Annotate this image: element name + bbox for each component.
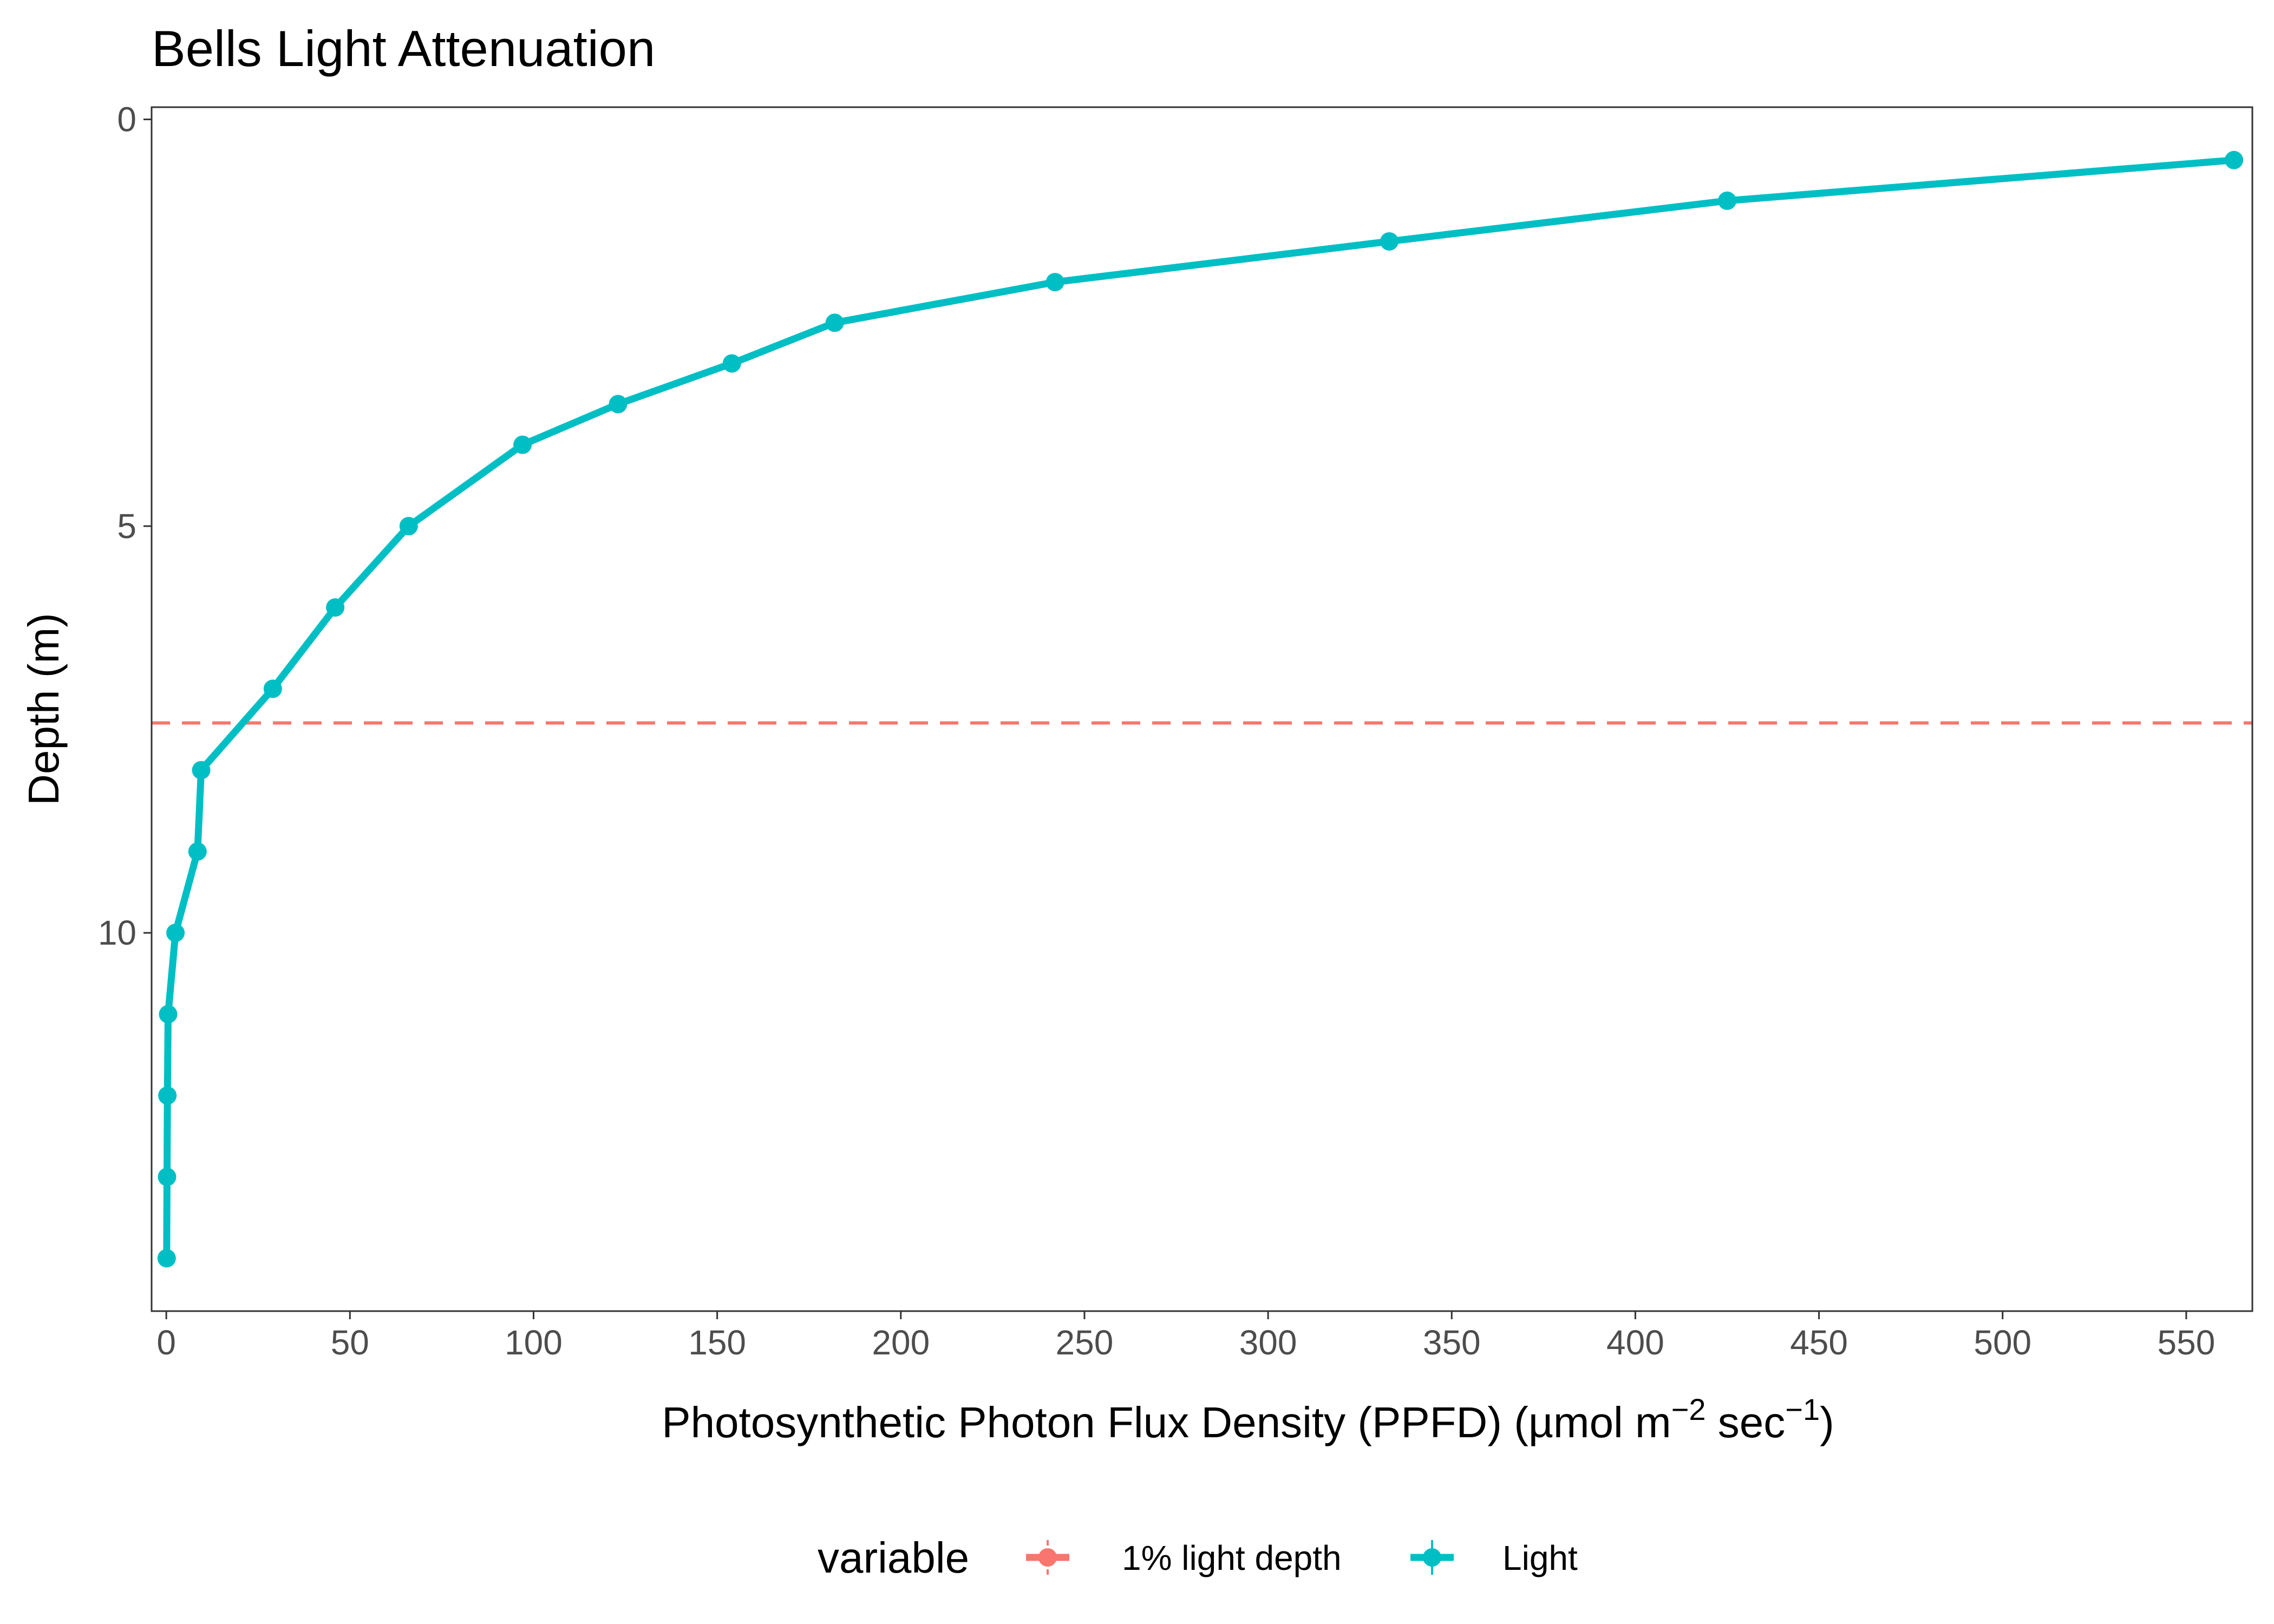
legend-label-light: Light	[1502, 1538, 1578, 1577]
series-light-point-8	[399, 516, 418, 535]
x-tick-label-200: 200	[872, 1323, 930, 1362]
series-light-point-4	[825, 313, 844, 332]
x-axis-title-end: )	[1820, 1398, 1834, 1446]
x-tick-label-350: 350	[1423, 1323, 1481, 1362]
legend: variable 1% light depth Light	[818, 1534, 1578, 1582]
x-tick-label-400: 400	[1606, 1323, 1664, 1362]
x-tick-label-250: 250	[1056, 1323, 1114, 1362]
series-light-point-1	[1718, 191, 1736, 210]
x-axis-title-superscript-2: −1	[1785, 1392, 1820, 1426]
y-tick-label-5: 5	[117, 507, 136, 546]
series-light-point-13	[166, 924, 185, 942]
legend-key-light-point	[1423, 1548, 1441, 1567]
y-axis-title: Depth (m)	[19, 613, 68, 806]
series-light-point-0	[2225, 150, 2244, 169]
x-tick-label-50: 50	[331, 1323, 369, 1362]
series-light-point-17	[157, 1249, 176, 1268]
series-light-point-16	[158, 1168, 177, 1187]
x-axis-title-superscript-1: −2	[1671, 1392, 1706, 1426]
legend-title: variable	[818, 1534, 969, 1582]
series-light-line	[163, 156, 2238, 1262]
x-tick-label-550: 550	[2158, 1323, 2216, 1362]
series-light-point-11	[192, 761, 211, 780]
series-light-point-9	[326, 598, 345, 617]
series-light-point-2	[1380, 232, 1399, 251]
x-tick-label-150: 150	[688, 1323, 746, 1362]
plot-area	[151, 106, 2253, 1312]
series-light-point-15	[158, 1086, 177, 1105]
y-tick-label-0: 0	[117, 100, 136, 139]
series-light-point-6	[609, 395, 628, 414]
series-light-point-14	[159, 1005, 178, 1024]
series-light-point-7	[513, 435, 532, 454]
x-tick-label-300: 300	[1239, 1323, 1297, 1362]
x-axis-title: Photosynthetic Photon Flux Density (PPFD…	[662, 1392, 1834, 1446]
x-axis: 0 50 100 150 200 250 300 350 400 450 500 550	[156, 1311, 2215, 1362]
y-tick-label-10: 10	[98, 913, 136, 952]
series-light-point-10	[263, 679, 282, 698]
series-light-point-12	[188, 842, 207, 861]
legend-key-light: Light	[1410, 1538, 1578, 1577]
series-light-point-5	[722, 354, 741, 373]
x-tick-label-450: 450	[1790, 1323, 1848, 1362]
x-tick-label-0: 0	[156, 1323, 176, 1362]
series-light-point-3	[1045, 273, 1064, 292]
x-tick-label-100: 100	[505, 1323, 563, 1362]
y-axis: 0 5 10	[98, 100, 152, 952]
x-axis-title-mid: sec	[1706, 1398, 1786, 1446]
panel-background	[152, 107, 2252, 1311]
legend-key-1pct-point	[1038, 1548, 1057, 1567]
legend-label-1pct-light-depth: 1% light depth	[1122, 1538, 1342, 1577]
chart-title: Bells Light Attenuation	[152, 20, 655, 77]
x-axis-title-main: Photosynthetic Photon Flux Density (PPFD…	[662, 1398, 1671, 1446]
x-tick-label-500: 500	[1974, 1323, 2031, 1362]
panel-border	[151, 106, 2253, 1312]
legend-key-1pct-light-depth: 1% light depth	[1026, 1538, 1342, 1577]
